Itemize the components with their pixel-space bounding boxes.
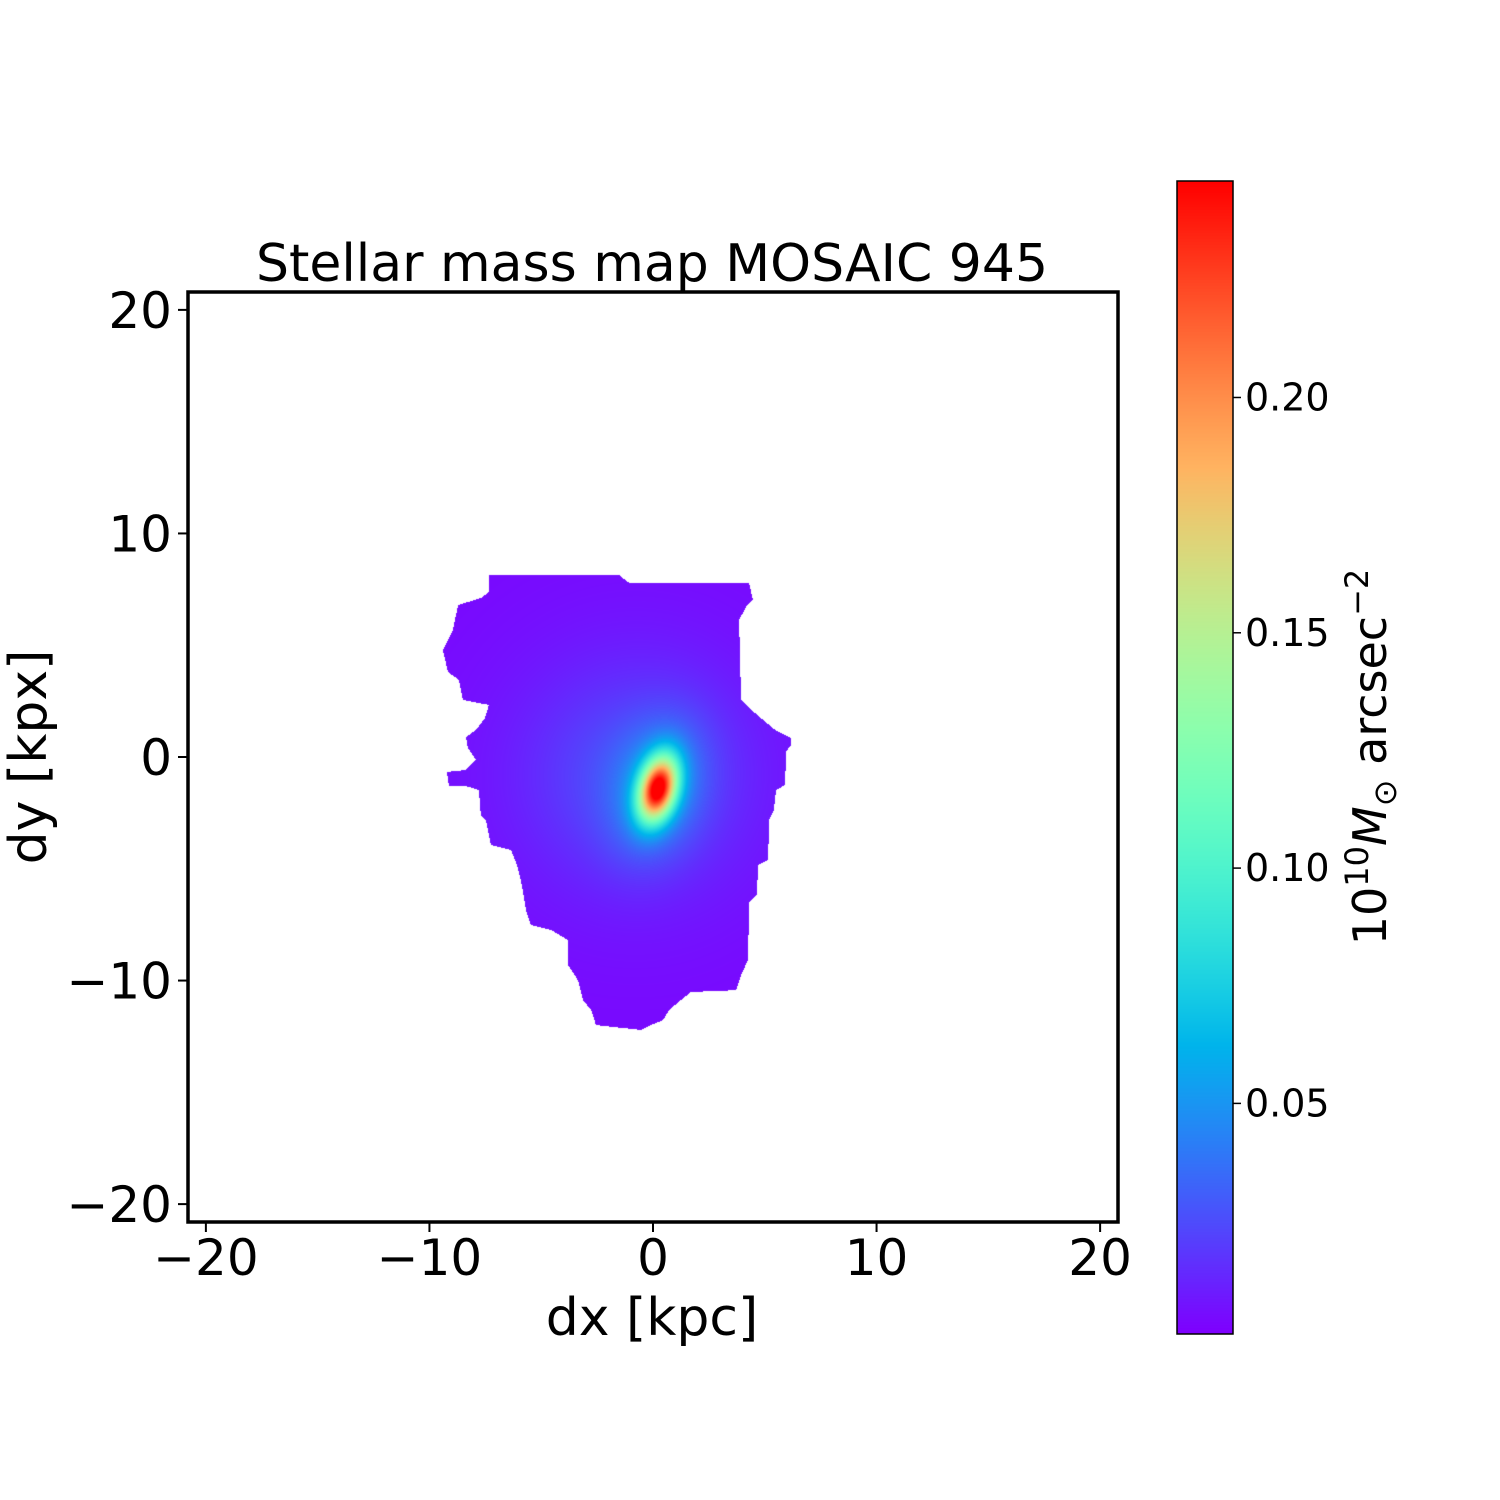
cbar-label-sub: ⊙	[1366, 779, 1404, 806]
colorbar-tick-label: 0.15	[1245, 611, 1330, 655]
cbar-label-unit: arcsec	[1343, 616, 1397, 780]
colorbar-tick-label: 0.10	[1245, 846, 1330, 890]
x-tick-label: 10	[845, 1229, 909, 1287]
cbar-label-unit-exp: −2	[1338, 569, 1376, 616]
cbar-label-base: 10	[1343, 887, 1397, 946]
colorbar-frame	[1176, 180, 1234, 1335]
chart-title: Stellar mass map MOSAIC 945	[256, 234, 1048, 294]
y-tick-label: 20	[108, 282, 172, 340]
plot-frame	[186, 290, 1120, 1224]
x-tick-label: −20	[153, 1229, 259, 1287]
colorbar-gradient	[1177, 181, 1233, 1334]
y-axis-ticks: −20 −10 0 10 20	[66, 282, 188, 1234]
x-tick-label: −10	[377, 1229, 483, 1287]
x-tick-label: 0	[637, 1229, 669, 1287]
colorbar-tick-label: 0.20	[1245, 375, 1330, 419]
cbar-label-symbol: M	[1343, 806, 1397, 846]
colorbar-label: 1010M⊙ arcsec−2	[1338, 569, 1404, 946]
y-tick-label: 0	[140, 729, 172, 787]
colorbar-tick-label: 0.05	[1245, 1081, 1330, 1125]
y-tick-label: −20	[66, 1176, 172, 1234]
cbar-label-exp: 10	[1338, 846, 1376, 887]
x-axis-label: dx [kpc]	[546, 1288, 759, 1348]
x-tick-label: 20	[1068, 1229, 1132, 1287]
stellar-mass-heatmap	[188, 292, 1118, 1222]
y-tick-label: 10	[108, 505, 172, 563]
x-axis-ticks: −20 −10 0 10 20	[153, 1222, 1132, 1287]
colorbar-ticks: 0.05 0.10 0.15 0.20	[1233, 375, 1330, 1125]
y-tick-label: −10	[66, 953, 172, 1011]
y-axis-label: dy [kpx]	[0, 650, 59, 865]
